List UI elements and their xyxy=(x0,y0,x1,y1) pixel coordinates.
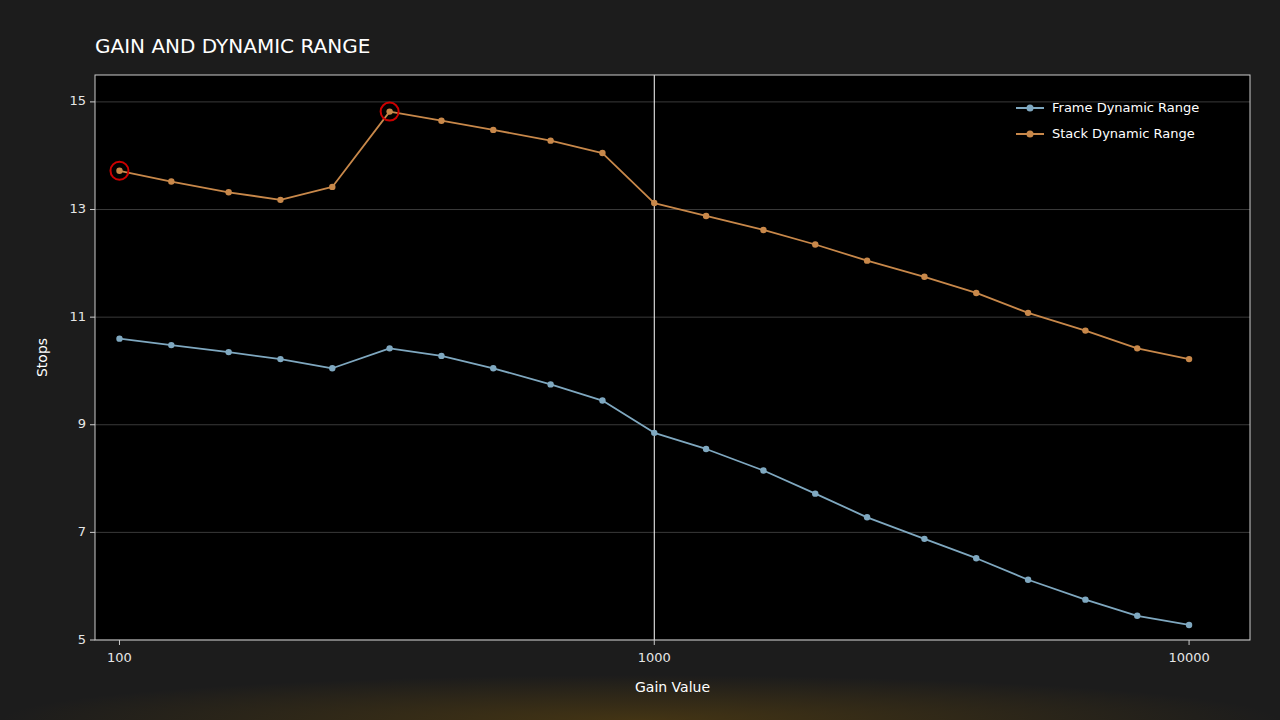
plot-frame xyxy=(95,75,1250,640)
grid-line xyxy=(95,317,1250,318)
series-point xyxy=(490,365,496,371)
series-line xyxy=(119,339,1189,625)
reference-line xyxy=(654,75,655,640)
chart: 5 7 9 11 13 15 100 1000 10000 Gain Value Stops GAIN… xyxy=(0,0,1280,720)
background xyxy=(0,0,1280,720)
highlight-circle xyxy=(381,103,399,121)
series-point xyxy=(329,184,335,190)
grid-line xyxy=(95,424,1250,425)
title: GAIN AND DYNAMIC RANGE xyxy=(95,34,370,58)
tick-label: 1000 xyxy=(638,650,671,665)
series-point xyxy=(386,345,392,351)
series-point xyxy=(1186,356,1192,362)
series-point xyxy=(1082,327,1088,333)
series-point xyxy=(812,241,818,247)
tick-label: 5 xyxy=(78,632,86,647)
series-point xyxy=(386,108,392,114)
series-point xyxy=(651,200,657,206)
tick-label: 7 xyxy=(78,524,86,539)
series-point xyxy=(277,356,283,362)
legend-label: Frame Dynamic Range xyxy=(1052,100,1199,115)
tick-label: 9 xyxy=(78,416,86,431)
series-point xyxy=(812,490,818,496)
x-axis-label: Gain Value xyxy=(635,679,710,695)
series-point xyxy=(438,118,444,124)
tick xyxy=(90,317,95,318)
series-point xyxy=(547,137,553,143)
tick-label: 15 xyxy=(69,93,86,108)
tick xyxy=(90,640,95,641)
series-point xyxy=(1082,596,1088,602)
series-point xyxy=(760,467,766,473)
tick xyxy=(1189,640,1190,645)
plot-area xyxy=(110,75,1192,640)
legend: Frame Dynamic Range Stack Dynamic Range xyxy=(1016,100,1199,141)
tick-label: 13 xyxy=(69,201,86,216)
tick xyxy=(90,101,95,102)
grid xyxy=(95,102,1250,640)
tick xyxy=(90,209,95,210)
legend-label: Stack Dynamic Range xyxy=(1052,126,1195,141)
axes: 5 7 9 11 13 15 100 1000 10000 xyxy=(69,93,1209,665)
grid-line xyxy=(95,532,1250,533)
series-point xyxy=(864,257,870,263)
legend-marker xyxy=(1027,131,1034,138)
series-point xyxy=(651,430,657,436)
series-point xyxy=(225,349,231,355)
series-point xyxy=(168,178,174,184)
legend-marker xyxy=(1027,105,1034,112)
tick-label: 100 xyxy=(107,650,132,665)
tick xyxy=(119,640,120,645)
series-line xyxy=(119,112,1189,360)
highlight-circle xyxy=(110,162,128,180)
series-point xyxy=(1025,310,1031,316)
series-point xyxy=(599,397,605,403)
series-point xyxy=(921,536,927,542)
series-point xyxy=(1025,577,1031,583)
tick xyxy=(90,424,95,425)
series-point xyxy=(760,227,766,233)
series-point xyxy=(864,514,870,520)
series-point xyxy=(168,342,174,348)
tick xyxy=(90,532,95,533)
series-point xyxy=(973,290,979,296)
grid-line xyxy=(95,209,1250,210)
series-point xyxy=(329,365,335,371)
background-glow xyxy=(0,630,1280,720)
plot-background xyxy=(95,75,1250,640)
series-point xyxy=(921,274,927,280)
tick xyxy=(654,640,655,645)
series-point xyxy=(116,168,122,174)
series-point xyxy=(116,335,122,341)
series-point xyxy=(1186,622,1192,628)
series-point xyxy=(599,150,605,156)
series-point xyxy=(1134,613,1140,619)
series-point xyxy=(438,353,444,359)
series-point xyxy=(547,381,553,387)
tick-label: 11 xyxy=(69,309,86,324)
series-point xyxy=(1134,345,1140,351)
series-point xyxy=(490,127,496,133)
series-point xyxy=(225,189,231,195)
series-point xyxy=(973,555,979,561)
series-point xyxy=(277,197,283,203)
series-point xyxy=(703,213,709,219)
tick-label: 10000 xyxy=(1168,650,1209,665)
y-axis-label: Stops xyxy=(34,338,50,377)
series-point xyxy=(703,446,709,452)
